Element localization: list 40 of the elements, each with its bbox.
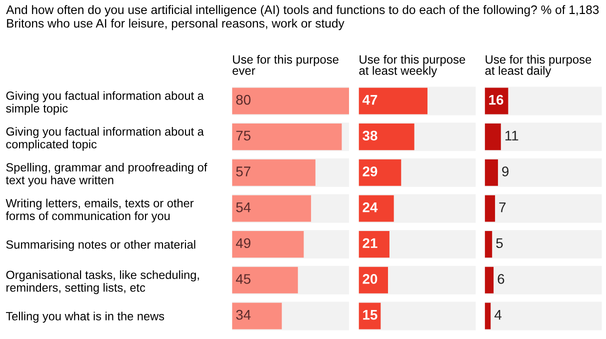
y-tick-label: Spelling, grammar and proofreading of text you have written xyxy=(6,162,208,187)
data-label: 20 xyxy=(362,274,378,284)
data-label: 21 xyxy=(362,238,378,248)
bar xyxy=(358,195,394,222)
data-label: 5 xyxy=(496,238,503,248)
bar xyxy=(484,159,498,186)
chart-title: Use for this purpose ever xyxy=(232,54,338,75)
y-tick-label: Summarising notes or other material xyxy=(6,240,196,252)
data-label: 29 xyxy=(362,166,378,176)
y-tick-label: Telling you what is in the news xyxy=(6,312,164,323)
data-label: 11 xyxy=(505,130,518,140)
data-label: 49 xyxy=(236,238,250,248)
chart-subtitle: And how often do you use artificial intelligence (AI) tools and functions to do each of the following? % of 1,183 Britons who use AI for leisure, personal reasons, work or study xyxy=(6,5,599,30)
y-tick-label: Giving you factual information about a complicated topic xyxy=(6,127,204,151)
bar xyxy=(484,124,501,150)
data-label: 38 xyxy=(362,130,378,141)
data-label: 24 xyxy=(362,202,378,212)
data-label: 47 xyxy=(362,95,378,105)
data-label: 6 xyxy=(498,274,504,284)
data-label: 15 xyxy=(363,310,378,320)
data-label: 54 xyxy=(236,202,251,212)
data-label: 4 xyxy=(494,310,502,320)
bar xyxy=(358,231,390,258)
chart-title: Use for this purpose at least weekly xyxy=(359,54,466,78)
y-tick-label: Giving you factual information about a simple topic xyxy=(6,91,204,115)
bar xyxy=(484,195,496,222)
data-label: 7 xyxy=(499,202,506,212)
data-label: 57 xyxy=(236,166,250,176)
y-tick-label: Writing letters, emails, texts or other forms of communication for you xyxy=(6,198,194,222)
data-label: 45 xyxy=(236,274,250,284)
bar xyxy=(484,231,492,258)
data-label: 9 xyxy=(502,166,509,176)
data-label: 34 xyxy=(236,310,251,320)
data-label: 80 xyxy=(236,94,251,105)
y-tick-label: Organisational tasks, like scheduling, reminders, setting lists, etc xyxy=(6,270,199,294)
data-label: 75 xyxy=(236,130,250,141)
bar xyxy=(484,266,494,294)
data-label: 16 xyxy=(489,94,504,105)
bar xyxy=(484,302,491,330)
chart-title: Use for this purpose at least daily xyxy=(485,54,592,78)
